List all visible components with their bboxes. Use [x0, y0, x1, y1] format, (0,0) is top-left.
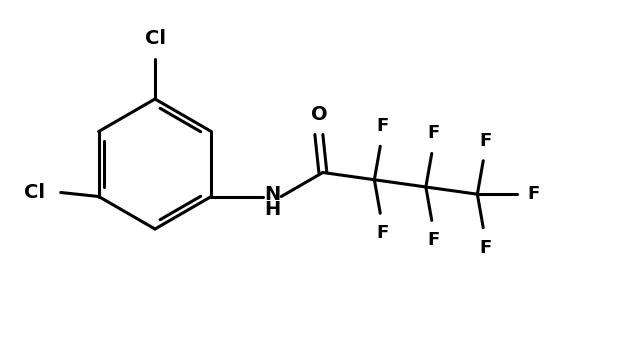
Text: F: F: [479, 132, 492, 150]
Text: F: F: [376, 117, 388, 135]
Text: N: N: [264, 185, 280, 204]
Text: F: F: [527, 185, 540, 203]
Text: F: F: [428, 231, 440, 249]
Text: F: F: [428, 125, 440, 143]
Text: F: F: [479, 239, 492, 257]
Text: H: H: [264, 200, 280, 219]
Text: F: F: [376, 224, 388, 242]
Text: O: O: [310, 104, 327, 124]
Text: Cl: Cl: [145, 29, 166, 48]
Text: Cl: Cl: [24, 183, 45, 202]
